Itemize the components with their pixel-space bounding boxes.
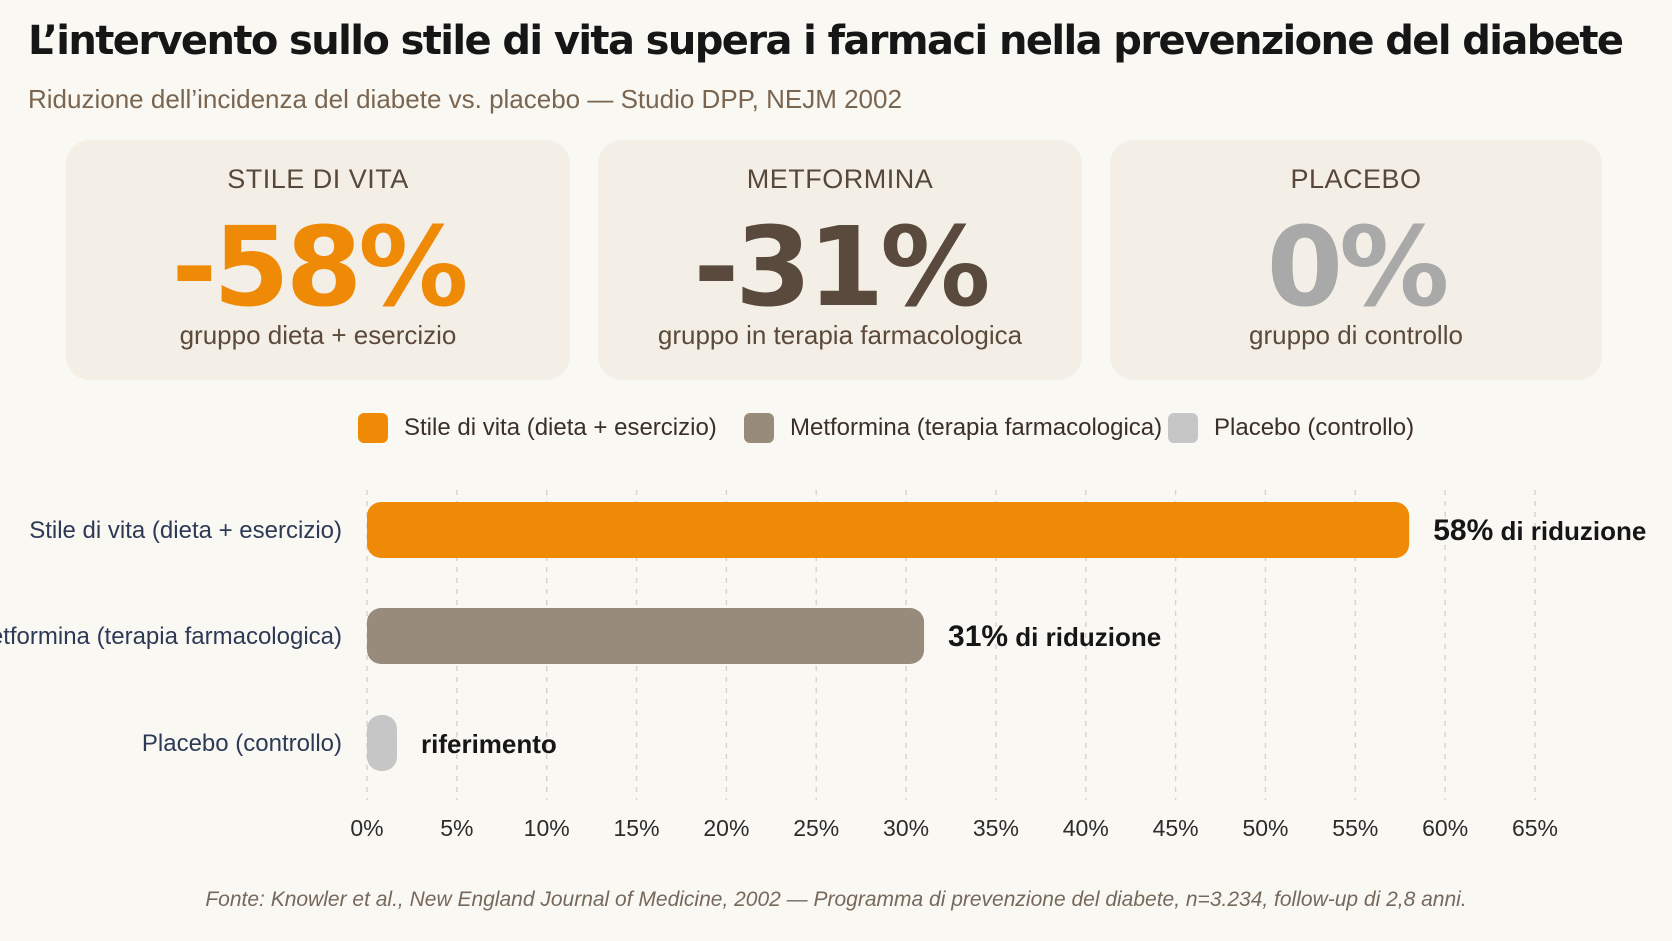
- x-tick-label: 35%: [973, 815, 1019, 841]
- stat-card-label: STILE DI VITA: [227, 164, 409, 194]
- legend-swatch: [358, 413, 388, 443]
- legend-swatch: [744, 413, 774, 443]
- x-tick-label: 25%: [793, 815, 839, 841]
- legend-swatch: [1168, 413, 1198, 443]
- x-tick-label: 50%: [1242, 815, 1288, 841]
- legend-label: Metformina (terapia farmacologica): [790, 414, 1163, 441]
- legend-item-placebo: Placebo (controllo): [1168, 412, 1414, 444]
- x-tick-label: 40%: [1063, 815, 1109, 841]
- legend-item-metformina: Metformina (terapia farmacologica): [744, 412, 1162, 444]
- category-label: Stile di vita (dieta + esercizio): [29, 517, 342, 544]
- x-tick-label: 5%: [440, 815, 473, 841]
- bar-chart: 0% 5% 10% 15% 20% 25% 30% 35% 40% 45% 50% 55% 60% 65%…: [0, 490, 1646, 841]
- stat-card-label: METFORMINA: [746, 164, 934, 194]
- stat-card-metformina: METFORMINA -31% gruppo in terapia farmac…: [598, 140, 1082, 380]
- page-subtitle: Riduzione dell’incidenza del diabete vs.…: [28, 84, 902, 114]
- bar: [367, 608, 925, 664]
- x-tick-label: 60%: [1422, 815, 1468, 841]
- x-tick-label: 0%: [350, 815, 383, 841]
- bar: [367, 715, 397, 771]
- x-tick-label: 55%: [1332, 815, 1378, 841]
- x-tick-label: 15%: [614, 815, 660, 841]
- legend-item-stile-di-vita: Stile di vita (dieta + esercizio): [358, 412, 717, 444]
- x-tick-label: 65%: [1512, 815, 1558, 841]
- x-tick-label: 30%: [883, 815, 929, 841]
- legend-label: Stile di vita (dieta + esercizio): [404, 414, 717, 441]
- stat-card-label: PLACEBO: [1290, 164, 1422, 194]
- stat-card-value: -58%: [171, 203, 469, 331]
- category-label: Metformina (terapia farmacologica): [0, 623, 342, 650]
- source-note: Fonte: Knowler et al., New England Journ…: [205, 888, 1467, 911]
- x-tick-label: 45%: [1153, 815, 1199, 841]
- stat-card-placebo: PLACEBO 0% gruppo di controllo: [1110, 140, 1602, 380]
- bar: [367, 502, 1410, 558]
- bar-data-label: riferimento: [421, 729, 557, 759]
- legend-label: Placebo (controllo): [1214, 414, 1415, 441]
- category-label: Placebo (controllo): [142, 730, 342, 757]
- page-title: L’intervento sullo stile di vita supera …: [28, 18, 1624, 64]
- bar-data-label: 31% di riduzione: [948, 620, 1161, 653]
- stat-card-stile-di-vita: STILE DI VITA -58% gruppo dieta + eserci…: [66, 140, 570, 380]
- stat-card-value: 0%: [1266, 203, 1450, 331]
- bar-data-label: 58% di riduzione: [1433, 514, 1646, 547]
- stat-card-value: -31%: [693, 203, 991, 331]
- stat-card-description: gruppo dieta + esercizio: [179, 320, 457, 350]
- stat-card-description: gruppo di controllo: [1249, 320, 1463, 350]
- x-tick-label: 10%: [524, 815, 570, 841]
- stat-card-description: gruppo in terapia farmacologica: [657, 320, 1023, 350]
- x-tick-label: 20%: [703, 815, 749, 841]
